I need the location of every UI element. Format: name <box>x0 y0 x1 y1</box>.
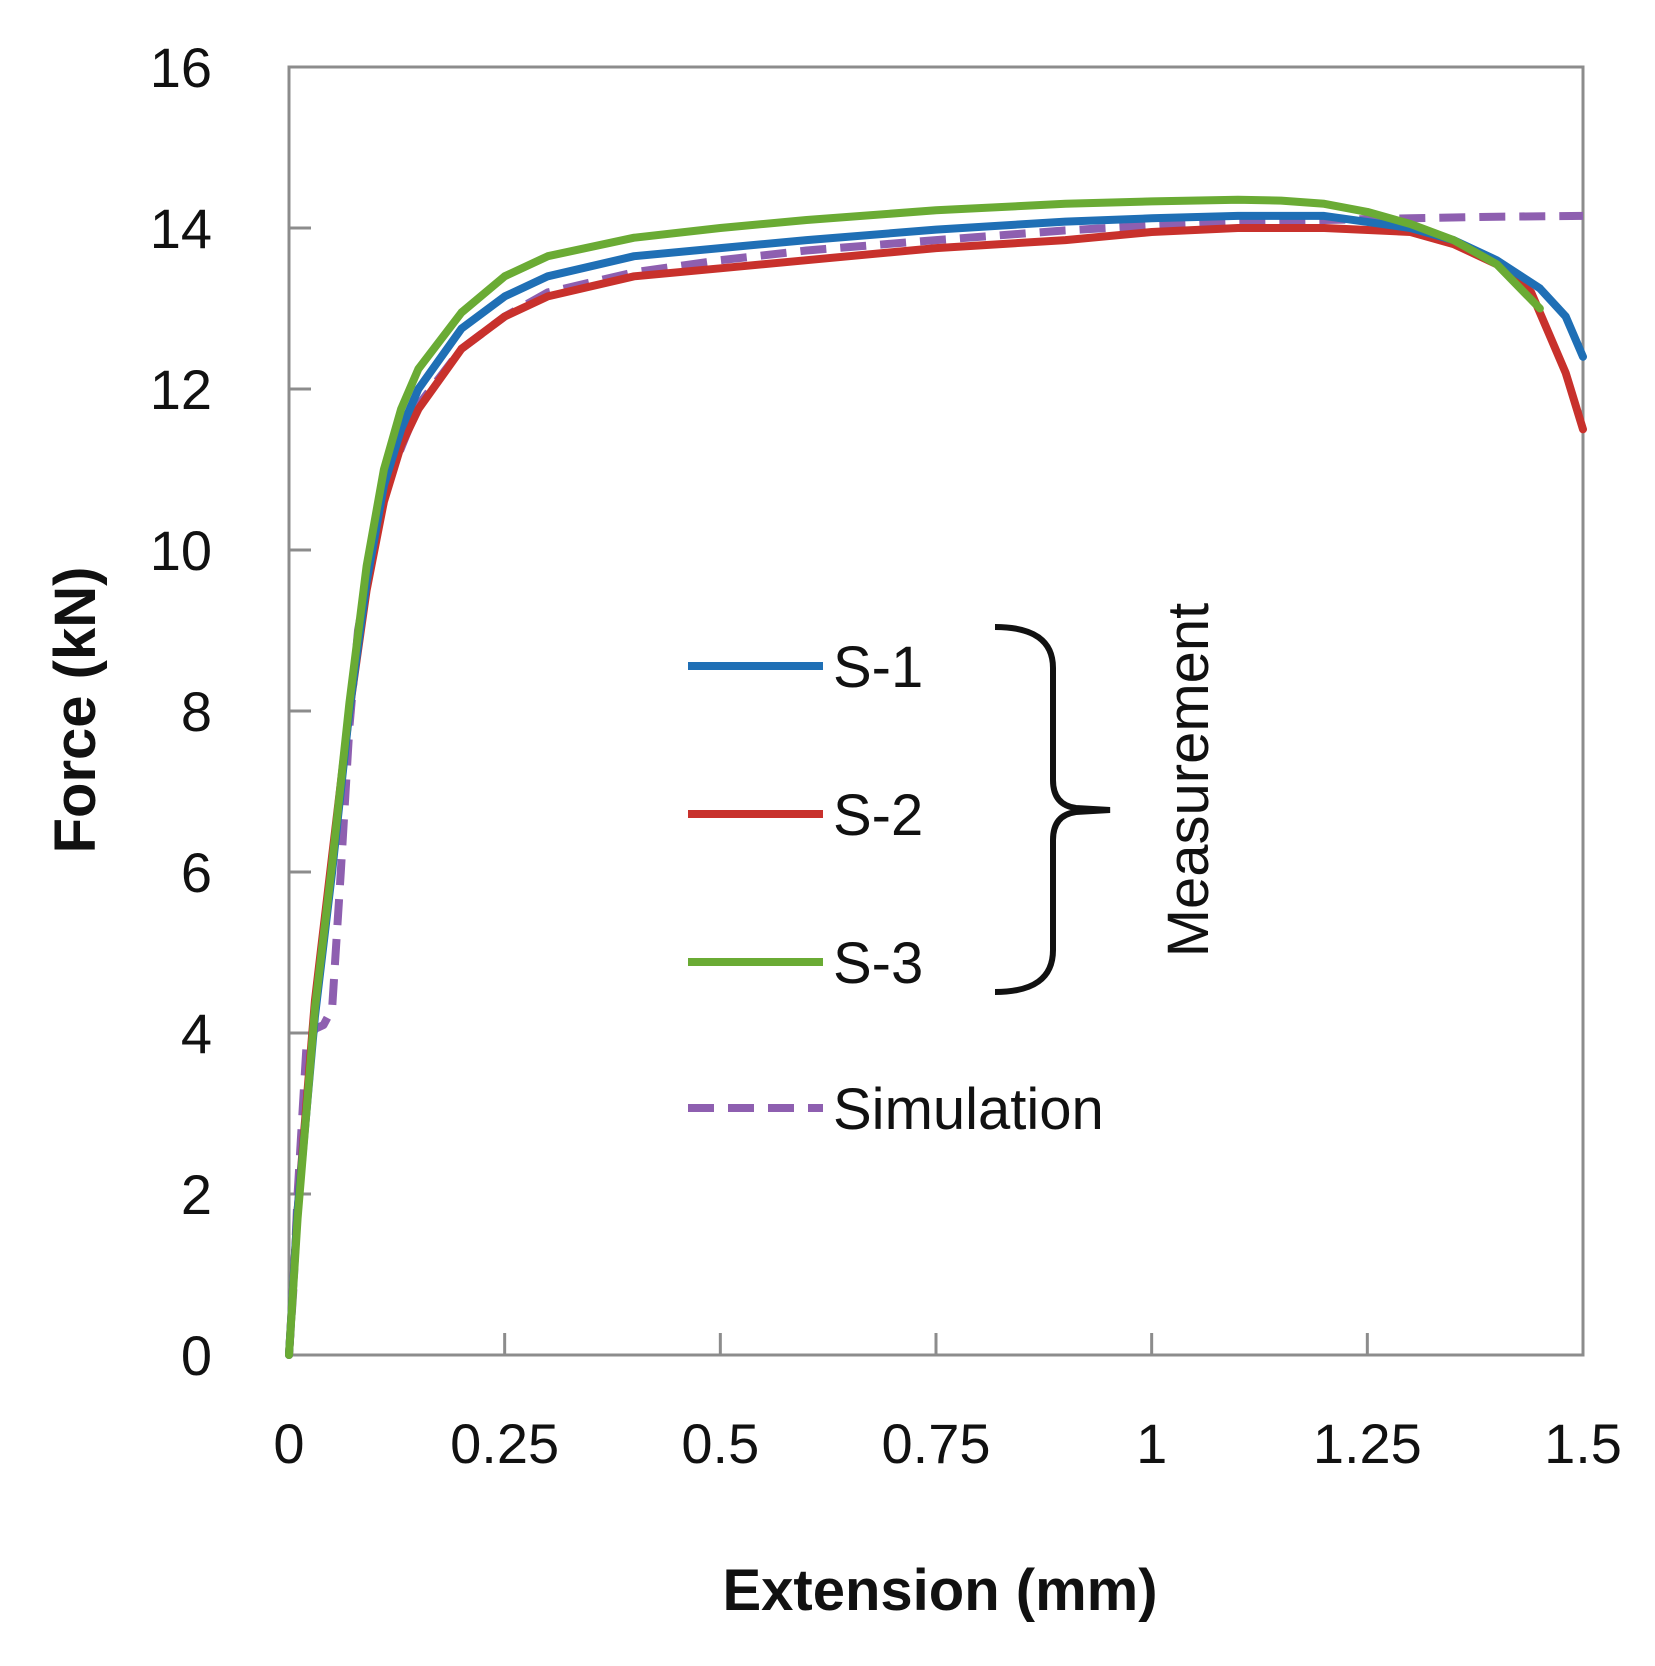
y-tick-label: 10 <box>150 519 212 582</box>
series-line-s-3 <box>285 195 1544 1359</box>
x-tick-label: 1 <box>1136 1412 1167 1475</box>
y-axis-title: Force (kN) <box>43 567 108 854</box>
measurement-brace <box>994 624 1111 995</box>
x-axis-title: Extension (mm) <box>722 1558 1157 1623</box>
x-tick-label: 0.75 <box>882 1412 991 1475</box>
y-tick-label: 16 <box>150 36 212 99</box>
legend-label-simulation: Simulation <box>833 1077 1104 1142</box>
legend-label-s-3: S-3 <box>833 931 923 996</box>
y-tick-label: 4 <box>181 1002 212 1065</box>
legend-label-s-2: S-2 <box>833 783 923 848</box>
x-tick-label: 0 <box>273 1412 304 1475</box>
x-tick-label: 0.25 <box>450 1412 559 1475</box>
axis-ticks <box>289 226 1369 1355</box>
x-tick-label: 0.5 <box>681 1412 759 1475</box>
y-tick-label: 12 <box>150 358 212 421</box>
series-layer <box>285 195 1587 1359</box>
x-tick-label: 1.25 <box>1313 1412 1422 1475</box>
legend-label-s-1: S-1 <box>833 635 923 700</box>
y-tick-label: 14 <box>150 197 212 260</box>
axis-tick-labels: 0 0.25 0.5 0.75 1 1.25 1.5 0 2 4 6 8 10 12 14 16 <box>150 36 1622 1475</box>
y-tick-label: 2 <box>181 1163 212 1226</box>
y-tick-label: 6 <box>181 841 212 904</box>
x-tick-label: 1.5 <box>1544 1412 1622 1475</box>
measurement-group-label: Measurement <box>1156 603 1221 958</box>
y-tick-label: 8 <box>181 680 212 743</box>
y-tick-label: 0 <box>181 1324 212 1387</box>
legend: S-1 S-2 S-3 Simulation Measurement <box>688 603 1221 1142</box>
